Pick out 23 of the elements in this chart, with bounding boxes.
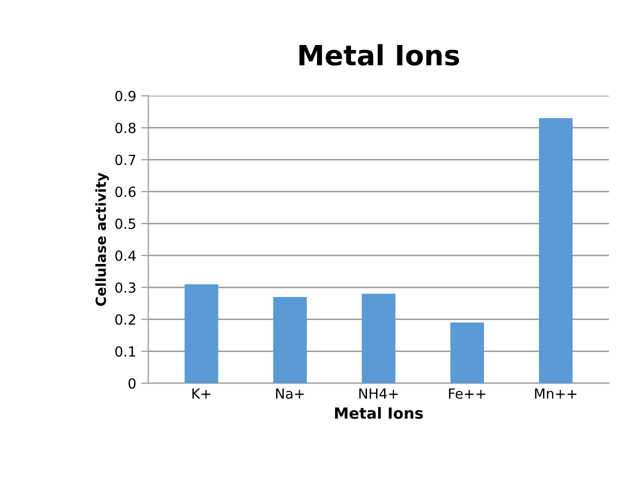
x-tick-label: Na+ bbox=[276, 388, 304, 399]
y-tick-label: 0.5 bbox=[115, 218, 136, 230]
x-tick-label: Fe++ bbox=[449, 388, 486, 399]
bar bbox=[450, 322, 484, 384]
bar bbox=[184, 284, 218, 384]
x-tick-label: K+ bbox=[192, 388, 210, 399]
bar bbox=[362, 294, 396, 384]
x-tick-label: NH4+ bbox=[359, 388, 398, 399]
y-tick-label: 0.6 bbox=[115, 186, 136, 198]
x-axis-title: Metal Ions bbox=[335, 407, 423, 419]
y-tick-label: 0 bbox=[128, 378, 136, 389]
y-tick-label: 0.3 bbox=[115, 282, 136, 293]
y-tick-label: 0.2 bbox=[115, 314, 136, 325]
bar bbox=[538, 118, 573, 384]
y-tick-label: 0.8 bbox=[115, 122, 136, 134]
y-tick-label: 0.9 bbox=[115, 90, 136, 102]
y-tick-label: 0.7 bbox=[115, 154, 136, 166]
y-tick-label: 0.1 bbox=[115, 346, 136, 357]
chart-title: Metal Ions bbox=[299, 44, 459, 66]
y-tick-label: 0.4 bbox=[115, 250, 136, 261]
y-axis-title: Cellulase activity bbox=[95, 172, 109, 306]
bar bbox=[273, 296, 307, 384]
x-tick-label: Mn++ bbox=[535, 388, 576, 399]
